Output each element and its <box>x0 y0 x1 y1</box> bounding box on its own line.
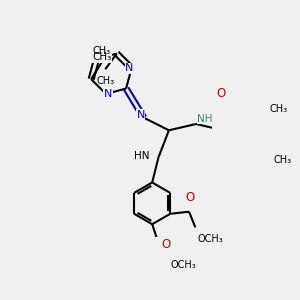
Text: CH₃: CH₃ <box>92 52 111 62</box>
Text: NH: NH <box>197 114 213 124</box>
Text: O: O <box>162 238 171 250</box>
Text: CH₃: CH₃ <box>96 76 114 85</box>
Text: OCH₃: OCH₃ <box>171 260 197 270</box>
Text: CH₃: CH₃ <box>273 155 291 165</box>
Text: CH₃: CH₃ <box>92 46 111 56</box>
Text: OCH₃: OCH₃ <box>197 234 223 244</box>
Text: O: O <box>185 191 195 204</box>
Text: O: O <box>217 87 226 100</box>
Text: N: N <box>104 89 112 99</box>
Text: CH₃: CH₃ <box>269 103 287 114</box>
Text: HN: HN <box>134 152 149 161</box>
Text: N: N <box>136 110 145 120</box>
Text: N: N <box>125 63 134 74</box>
